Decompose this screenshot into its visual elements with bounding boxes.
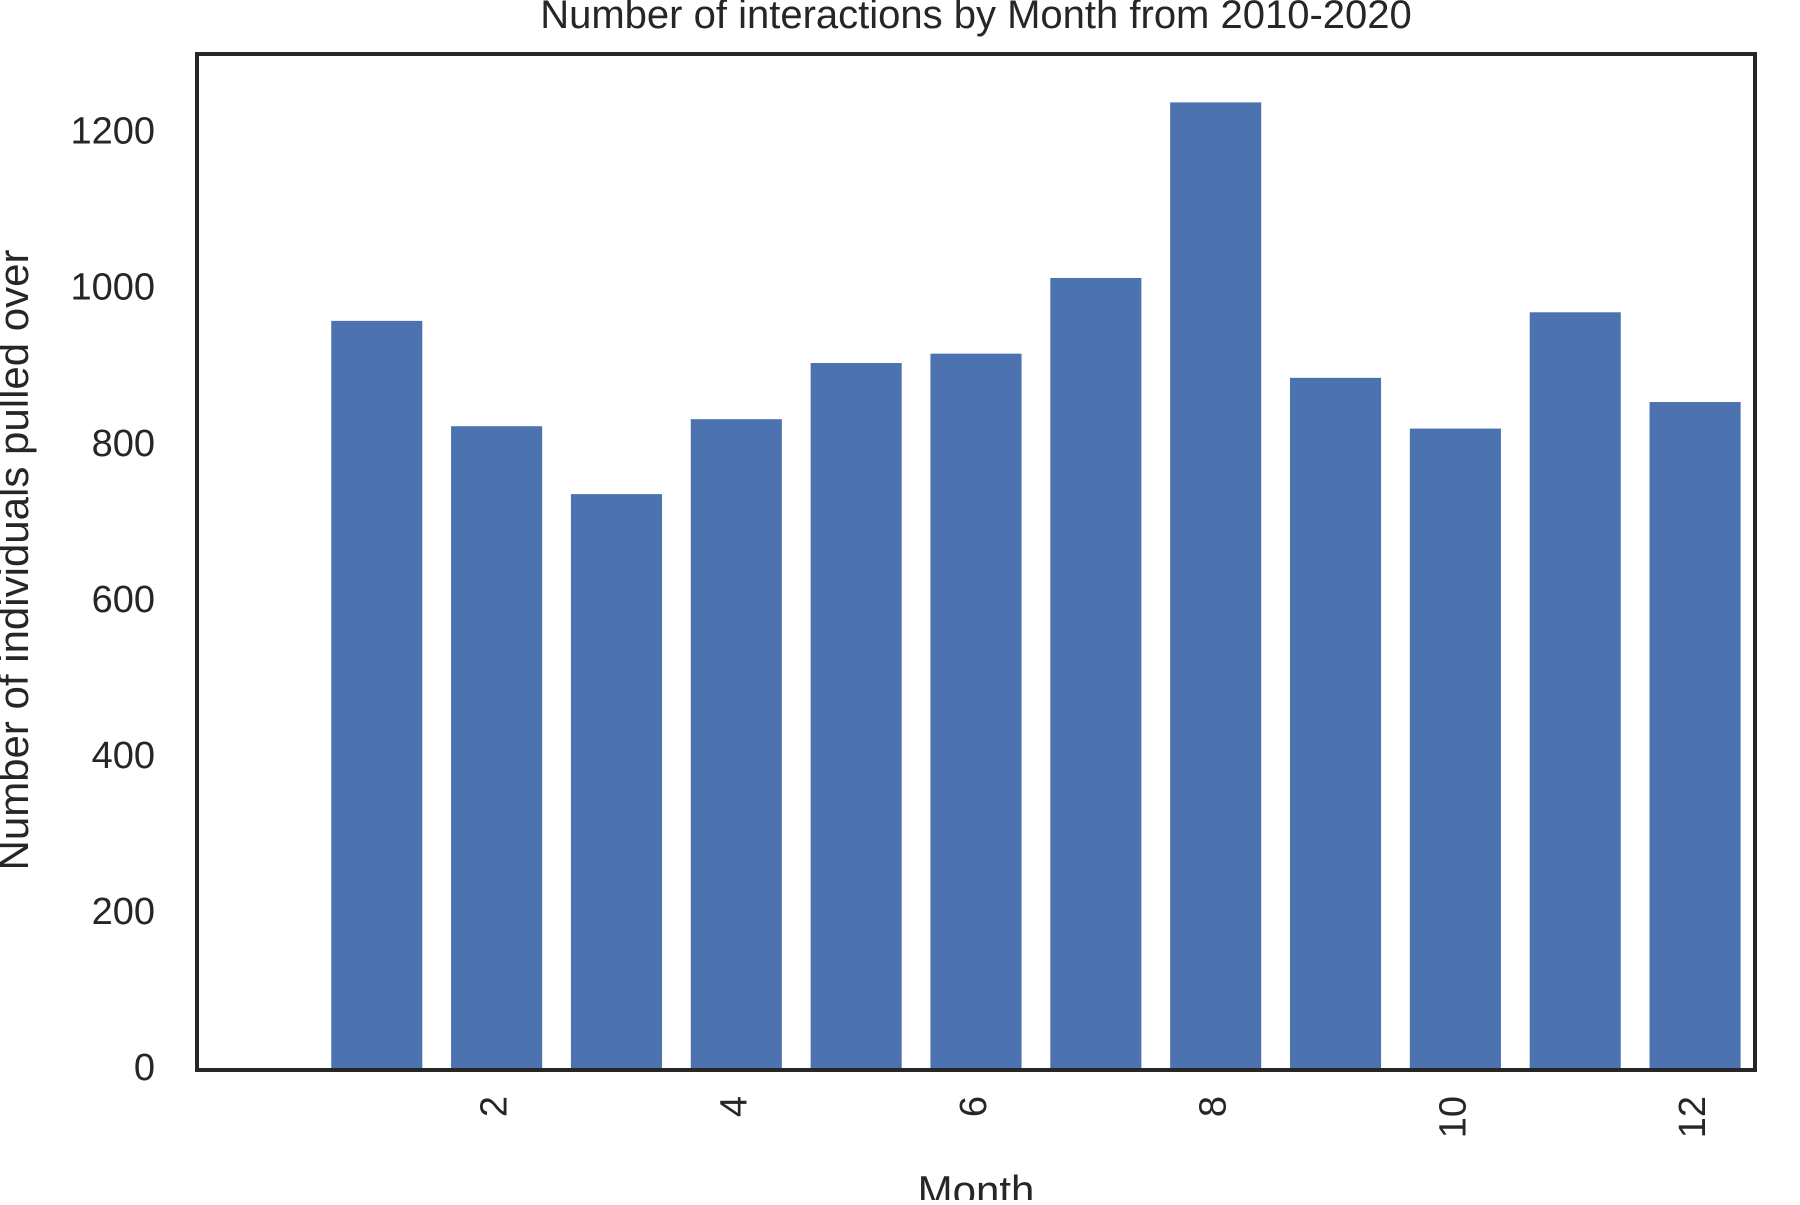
x-axis-label: Month: [918, 1167, 1035, 1200]
y-tick-label: 600: [92, 579, 155, 621]
y-tick-label: 1200: [70, 111, 155, 153]
y-axis-label: Number of individuals pulled over: [0, 249, 37, 870]
x-tick-label: 8: [1193, 1096, 1235, 1117]
x-tick-label: 2: [474, 1096, 516, 1117]
bar-month-7: [1050, 277, 1142, 1070]
bar-month-6: [930, 353, 1022, 1070]
bar-month-1: [331, 320, 423, 1070]
bar-month-8: [1170, 102, 1262, 1070]
bar-month-2: [451, 426, 543, 1070]
y-tick-label: 1000: [70, 267, 155, 309]
x-tick-label: 12: [1672, 1096, 1714, 1138]
bar-month-11: [1529, 312, 1621, 1070]
x-tick-label: 6: [953, 1096, 995, 1117]
x-tick-label: 10: [1432, 1096, 1474, 1138]
y-axis-ticks: 0 200 400 600 800 1000 1200: [70, 111, 155, 1089]
bar-month-10: [1409, 428, 1501, 1070]
x-tick-label: 4: [713, 1096, 755, 1117]
y-tick-label: 200: [92, 891, 155, 933]
y-tick-label: 0: [134, 1047, 155, 1089]
bar-month-3: [570, 494, 663, 1070]
bar-month-12: [1649, 402, 1741, 1070]
chart-title: Number of interactions by Month from 201…: [540, 0, 1412, 37]
bar-month-4: [690, 419, 782, 1071]
plot-area-frame: [195, 52, 1757, 1072]
bars-group: [331, 102, 1741, 1071]
bar-month-5: [810, 363, 902, 1071]
y-tick-label: 800: [92, 423, 155, 465]
y-tick-label: 400: [92, 735, 155, 777]
bar-month-9: [1289, 377, 1382, 1071]
x-axis-ticks: 2 4 6 8 10 12: [474, 1096, 1714, 1138]
